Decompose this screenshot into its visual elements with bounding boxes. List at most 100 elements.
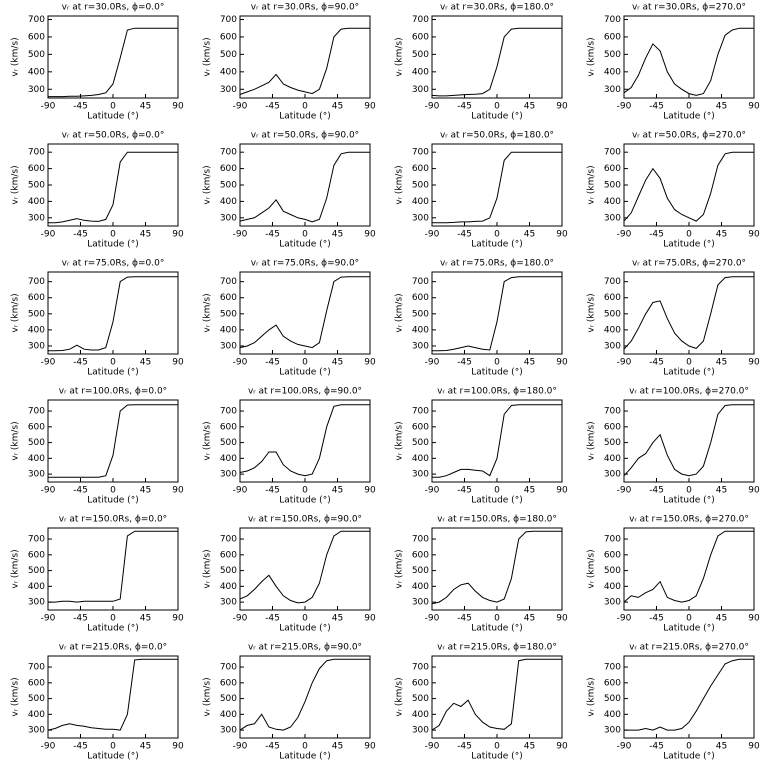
y-tick-label: 600 xyxy=(220,32,237,42)
y-tick-label: 700 xyxy=(412,663,429,673)
y-tick-label: 500 xyxy=(220,181,237,191)
x-tick-label: -45 xyxy=(265,486,280,496)
chart-title: vᵣ at r=50.0Rs, ϕ=0.0° xyxy=(62,131,165,141)
chart-title: vᵣ at r=75.0Rs, ϕ=90.0° xyxy=(251,259,359,269)
x-tick-label: 0 xyxy=(302,102,308,112)
data-line xyxy=(239,658,370,731)
x-axis-label: Latitude (°) xyxy=(471,368,522,378)
chart-title: vᵣ at r=150.0Rs, ϕ=180.0° xyxy=(437,515,557,525)
x-tick-label: 0 xyxy=(110,486,116,496)
y-tick-label: 400 xyxy=(220,454,237,464)
x-tick-label: -45 xyxy=(649,742,664,752)
x-axis-label: Latitude (°) xyxy=(471,112,522,122)
y-tick-label: 600 xyxy=(604,293,621,303)
x-axis-label: Latitude (°) xyxy=(87,112,138,122)
x-tick-label: 90 xyxy=(364,614,376,624)
plot-frame xyxy=(431,527,563,611)
x-tick-label: -90 xyxy=(617,358,632,368)
x-tick-label: 0 xyxy=(302,614,308,624)
x-axis-label: Latitude (°) xyxy=(279,240,330,250)
x-tick-label: 0 xyxy=(302,358,308,368)
y-tick-label: 600 xyxy=(28,678,45,688)
x-tick-label: -90 xyxy=(617,102,632,112)
chart-title: vᵣ at r=100.0Rs, ϕ=180.0° xyxy=(437,387,557,397)
y-tick-label: 300 xyxy=(604,341,621,351)
x-tick-label: 90 xyxy=(172,486,184,496)
y-axis-label: vᵣ (km/s) xyxy=(395,421,405,460)
x-tick-label: 45 xyxy=(332,230,343,240)
y-axis-label: vᵣ (km/s) xyxy=(11,37,21,76)
x-tick-label: 45 xyxy=(140,102,151,112)
data-line xyxy=(48,27,178,98)
y-tick-label: 300 xyxy=(28,85,45,95)
y-tick-label: 400 xyxy=(604,325,621,335)
x-tick-label: -90 xyxy=(233,230,248,240)
x-tick-label: -90 xyxy=(425,742,440,752)
y-axis-label: vᵣ (km/s) xyxy=(11,293,21,332)
x-tick-label: -90 xyxy=(425,486,440,496)
y-tick-label: 400 xyxy=(220,582,237,592)
x-tick-label: -45 xyxy=(265,614,280,624)
y-tick-label: 700 xyxy=(28,15,45,25)
x-tick-label: -45 xyxy=(265,230,280,240)
y-axis-label: vᵣ (km/s) xyxy=(203,293,213,332)
x-tick-label: 45 xyxy=(524,614,535,624)
y-tick-label: 400 xyxy=(28,582,45,592)
y-axis-label: vᵣ (km/s) xyxy=(395,293,405,332)
plot-frame xyxy=(623,271,755,355)
y-tick-label: 500 xyxy=(220,50,237,60)
x-tick-label: 0 xyxy=(494,614,500,624)
x-tick-label: 45 xyxy=(524,742,535,752)
chart-title: vᵣ at r=30.0Rs, ϕ=90.0° xyxy=(251,3,359,13)
y-tick-label: 300 xyxy=(412,470,429,480)
y-axis-label: vᵣ (km/s) xyxy=(11,421,21,460)
data-line xyxy=(623,404,754,477)
y-tick-label: 500 xyxy=(28,309,45,319)
data-line xyxy=(623,276,754,350)
x-axis-label: Latitude (°) xyxy=(279,624,330,634)
x-tick-label: -90 xyxy=(41,358,56,368)
plot-frame xyxy=(239,655,371,739)
y-tick-label: 300 xyxy=(28,341,45,351)
y-tick-label: 500 xyxy=(28,50,45,60)
y-tick-label: 700 xyxy=(604,15,621,25)
data-line xyxy=(623,530,754,603)
x-tick-label: 45 xyxy=(716,102,727,112)
data-line xyxy=(48,276,178,352)
x-tick-label: -45 xyxy=(73,742,88,752)
data-line xyxy=(431,658,562,731)
chart-title: vᵣ at r=215.0Rs, ϕ=0.0° xyxy=(59,643,167,653)
y-tick-label: 700 xyxy=(220,277,237,287)
y-tick-label: 400 xyxy=(412,710,429,720)
data-line xyxy=(623,27,754,96)
data-line xyxy=(48,530,178,603)
plot-frame xyxy=(431,399,563,483)
x-tick-label: 45 xyxy=(524,358,535,368)
y-tick-label: 400 xyxy=(604,197,621,207)
x-tick-label: -90 xyxy=(41,614,56,624)
y-tick-label: 400 xyxy=(28,67,45,77)
y-tick-label: 400 xyxy=(412,582,429,592)
y-axis-label: vᵣ (km/s) xyxy=(587,677,597,716)
y-tick-label: 500 xyxy=(412,50,429,60)
x-tick-label: -90 xyxy=(617,742,632,752)
y-tick-label: 600 xyxy=(604,678,621,688)
y-tick-label: 300 xyxy=(412,85,429,95)
x-axis-label: Latitude (°) xyxy=(87,752,138,762)
x-tick-label: 45 xyxy=(716,486,727,496)
y-tick-label: 700 xyxy=(412,535,429,545)
x-tick-label: -90 xyxy=(233,102,248,112)
plot-frame xyxy=(623,527,755,611)
x-tick-label: 90 xyxy=(556,102,568,112)
chart-title: vᵣ at r=100.0Rs, ϕ=0.0° xyxy=(59,387,167,397)
x-tick-label: -45 xyxy=(73,230,88,240)
x-tick-label: -90 xyxy=(233,358,248,368)
x-axis-label: Latitude (°) xyxy=(471,624,522,634)
y-tick-label: 400 xyxy=(28,710,45,720)
y-tick-label: 600 xyxy=(28,293,45,303)
y-tick-label: 600 xyxy=(604,164,621,174)
y-tick-label: 400 xyxy=(28,197,45,207)
y-tick-label: 600 xyxy=(412,32,429,42)
y-tick-label: 600 xyxy=(220,550,237,560)
y-tick-label: 600 xyxy=(28,164,45,174)
